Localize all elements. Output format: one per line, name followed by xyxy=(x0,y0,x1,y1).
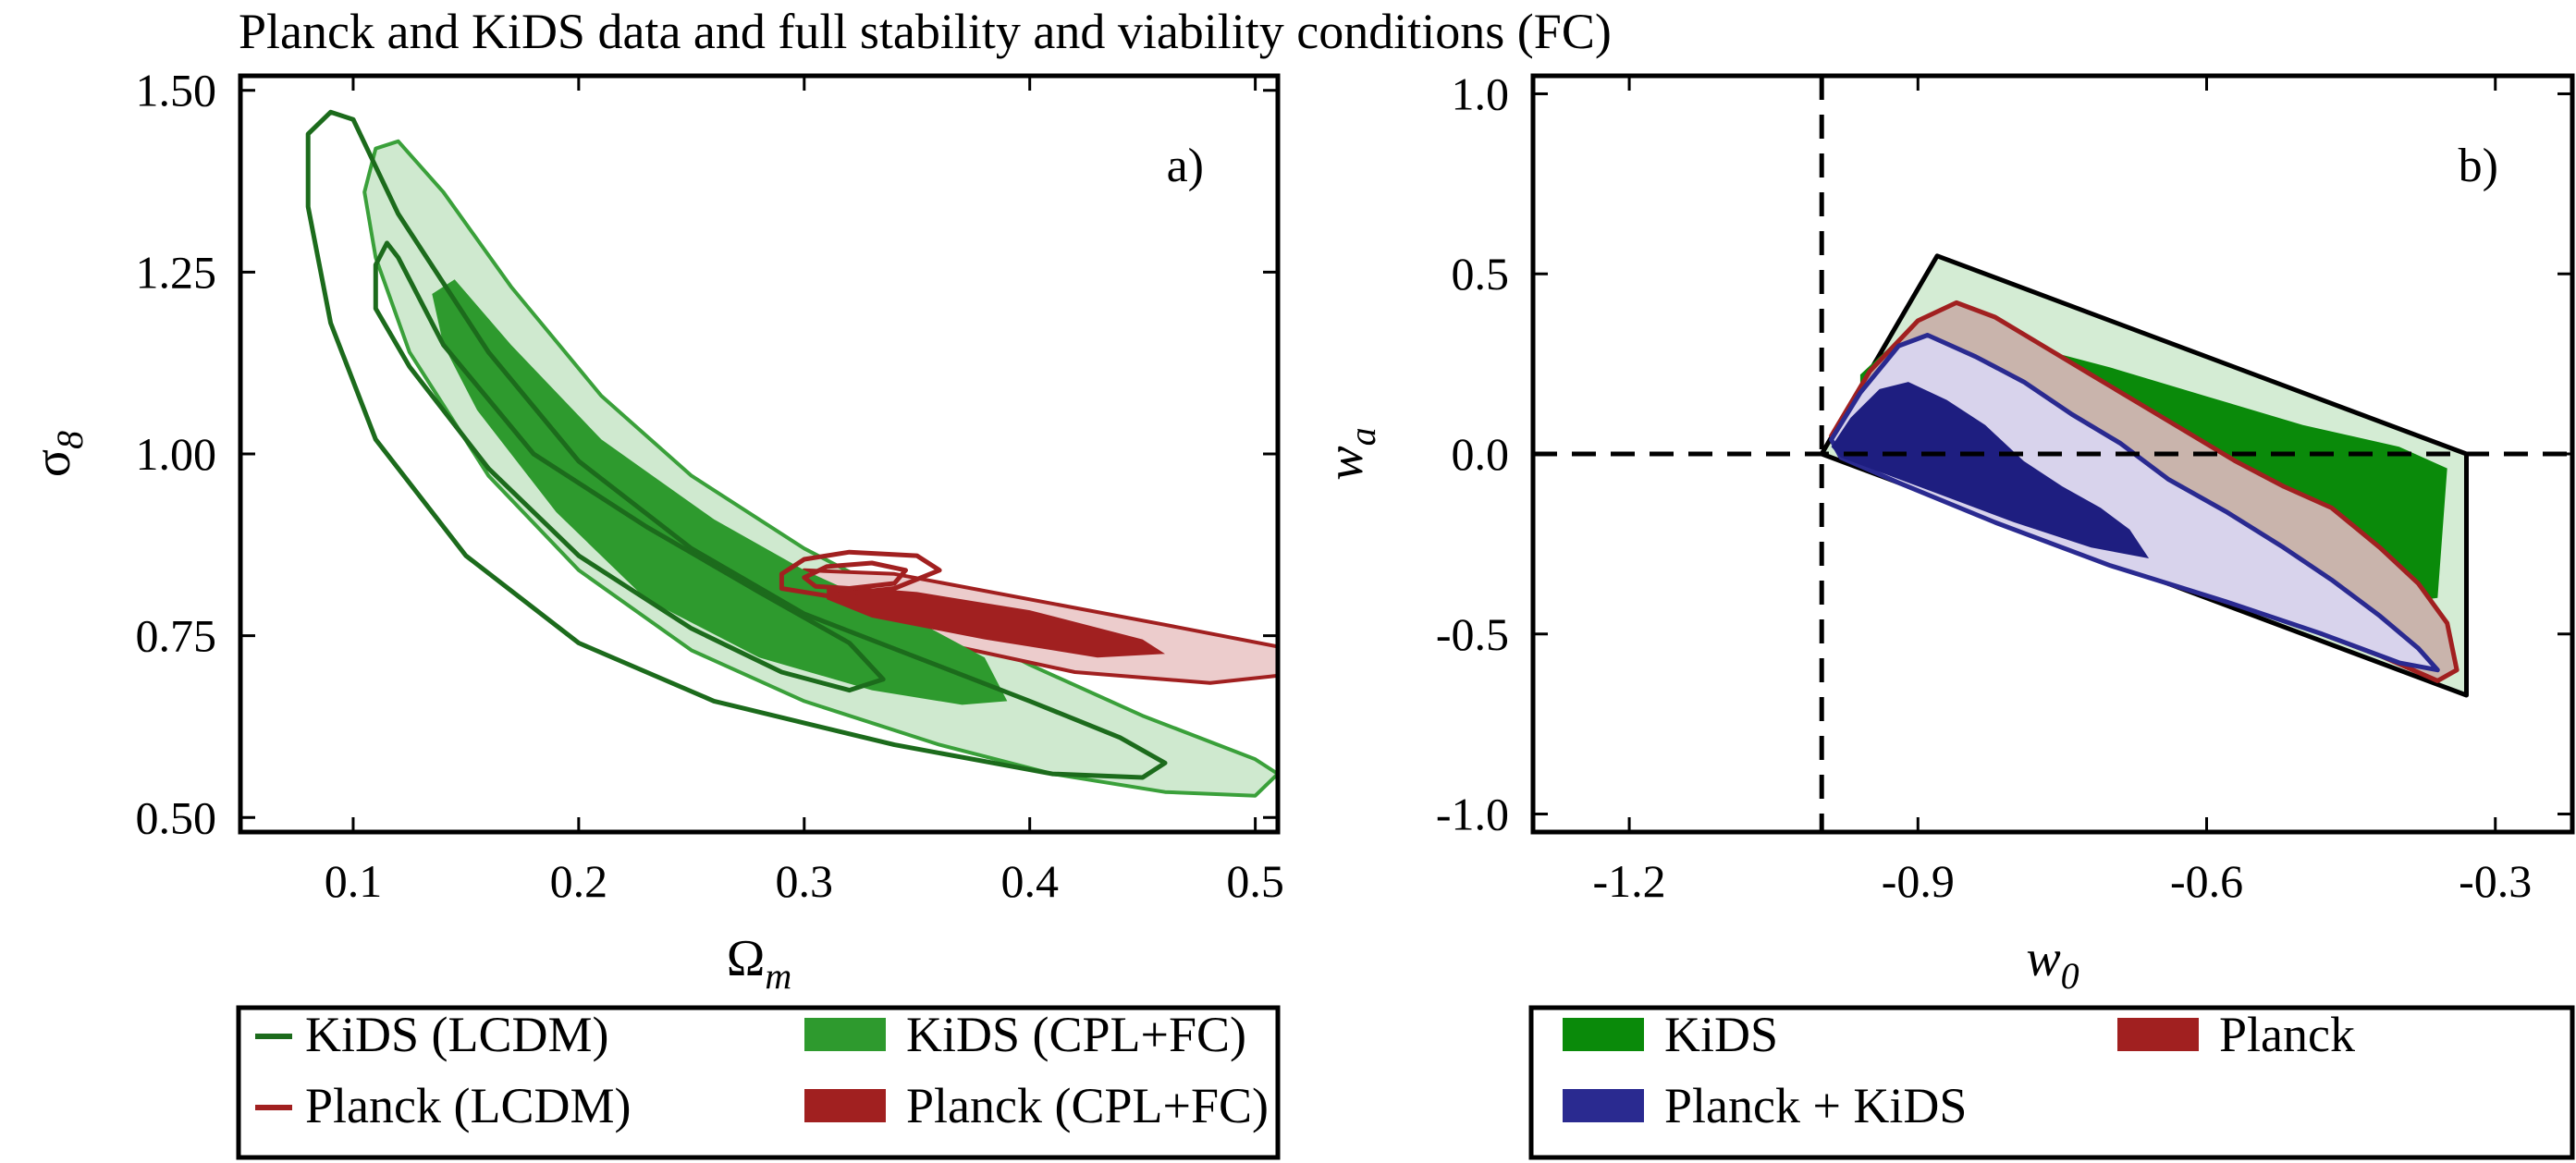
panel-a-ytick-label: 0.75 xyxy=(136,610,217,662)
panel-a-xtick-label: 0.4 xyxy=(1000,855,1059,907)
panel-a-panel-label: a) xyxy=(1167,140,1204,192)
panel-a-legend-label-planck-cpl-fc: Planck (CPL+FC) xyxy=(906,1078,1269,1133)
panel-a-legend-swatch-kids-cpl-fc xyxy=(804,1018,886,1051)
panel-a-ytick-label: 0.50 xyxy=(136,791,217,843)
panel-a-contour-planck-lcdm-outer xyxy=(779,549,942,598)
panel-a-contour-kids-lcdm-outer xyxy=(305,109,1168,780)
chart-title: Planck and KiDS data and full stability … xyxy=(239,4,1612,59)
panel-a-y-axis-label: σ8 xyxy=(24,431,91,477)
panel-a-contour-kids-lcdm-inner xyxy=(373,240,886,693)
panel-b-plot-area xyxy=(1533,76,2572,832)
panel-a-x-axis-label: Ωm xyxy=(727,930,792,997)
panel-b-legend-label-planck: Planck xyxy=(2219,1007,2355,1062)
panel-b-xtick-label: -0.3 xyxy=(2459,855,2532,907)
panel-a-contour-kids-cpl-fc-outer xyxy=(362,139,1278,798)
panel-a-xtick-label: 0.2 xyxy=(550,855,608,907)
panel-a-ytick-label: 1.00 xyxy=(136,428,217,480)
legend-a: KiDS (LCDM) KiDS (CPL+FC) Planck (LCDM) Pla… xyxy=(236,1005,1281,1160)
panel-a-xtick-label: 0.3 xyxy=(776,855,834,907)
panel-a-legend-label-kids-cpl-fc: KiDS (CPL+FC) xyxy=(906,1007,1246,1062)
panel-a-legend-label-kids-lcdm: KiDS (LCDM) xyxy=(305,1007,609,1062)
panel-b-ytick-label: 1.0 xyxy=(1452,67,1510,119)
panel-b-xtick-label: -0.6 xyxy=(2170,855,2243,907)
panel-a-xtick-label: 0.1 xyxy=(325,855,383,907)
panel-a-contour-planck-lcdm-inner xyxy=(802,560,908,591)
panel-b-xtick-label: -0.9 xyxy=(1882,855,1955,907)
panel-a: 0.1 0.2 0.3 0.4 0.5 0.50 0.75 1.00 1.25 1.50 a) Ωm σ… xyxy=(24,65,1284,997)
panel-a-plot-area xyxy=(305,109,1278,798)
panel-a-ytick-label: 1.50 xyxy=(136,65,217,116)
panel-b-contour-planck-kids-outer xyxy=(1829,333,2440,673)
panel-a-legend-frame xyxy=(236,1005,1281,1160)
panel-b-legend-swatch-planck-kids xyxy=(1563,1089,1644,1122)
panel-b-xtick-label: -1.2 xyxy=(1592,855,1665,907)
panel-b-legend-frame xyxy=(1528,1005,2575,1160)
panel-b-legend-swatch-planck xyxy=(2117,1018,2199,1051)
panel-b-ytick-label: -1.0 xyxy=(1436,789,1509,840)
panel-b-legend-swatch-kids xyxy=(1563,1018,1644,1051)
panel-a-legend-swatch-planck-cpl-fc xyxy=(804,1089,886,1122)
panel-a-legend-label-planck-lcdm: Planck (LCDM) xyxy=(305,1078,631,1133)
panel-b-ytick-label: 0.0 xyxy=(1452,428,1510,480)
panel-a-contour-planck-cpl-fc-inner xyxy=(827,584,1165,658)
panel-b-legend-label-kids: KiDS xyxy=(1664,1007,1778,1062)
panel-b: -1.2 -0.9 -0.6 -0.3 -1.0 -0.5 0.0 0.5 1.0 b) w0 wa xyxy=(1317,67,2575,997)
legend-b: KiDS Planck Planck + KiDS xyxy=(1528,1005,2575,1160)
panel-b-ytick-label: -0.5 xyxy=(1436,608,1509,660)
panel-a-ytick-label: 1.25 xyxy=(136,246,217,298)
panel-b-legend-label-planck-kids: Planck + KiDS xyxy=(1664,1078,1967,1133)
panel-b-y-axis-label: wa xyxy=(1317,427,1383,480)
panel-b-x-axis-label: w0 xyxy=(2026,930,2079,997)
panel-b-contour-planck-kids-inner xyxy=(1831,382,2150,558)
panel-b-ytick-label: 0.5 xyxy=(1452,248,1510,300)
panel-b-panel-label: b) xyxy=(2459,140,2498,192)
panel-a-xtick-label: 0.5 xyxy=(1226,855,1284,907)
